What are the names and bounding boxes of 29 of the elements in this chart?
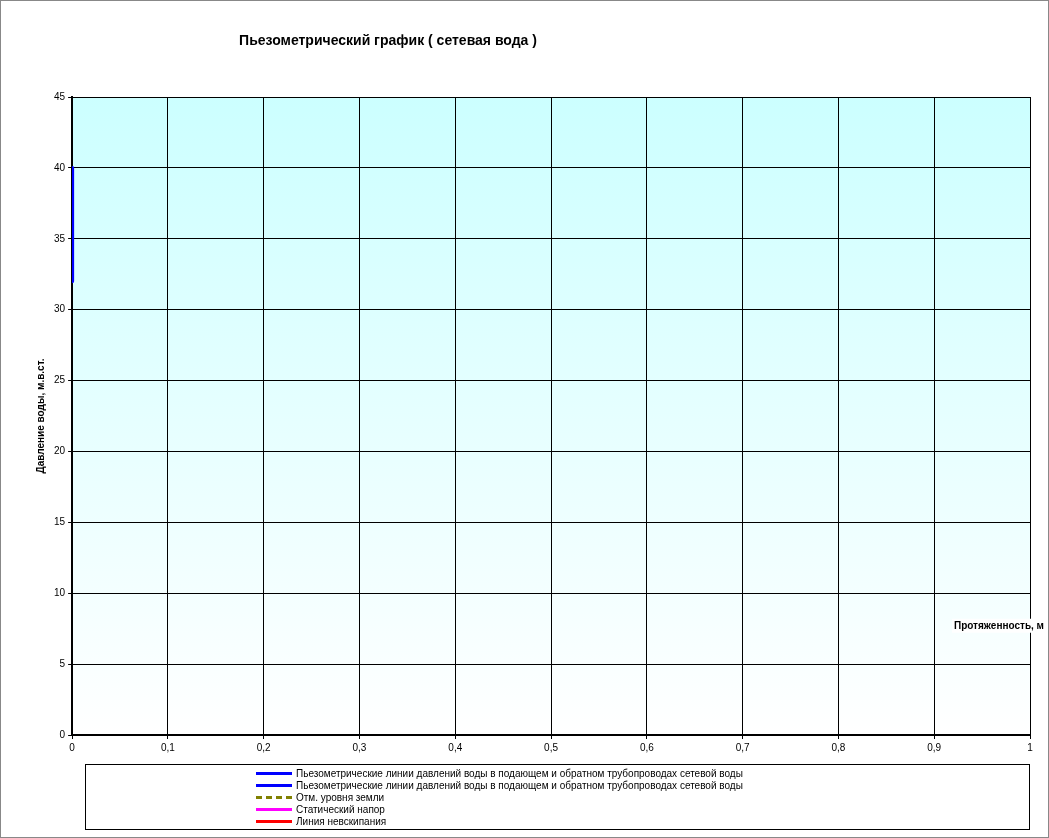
y-tick-label: 20 <box>54 445 66 457</box>
x-tick-label: 0,5 <box>544 741 559 753</box>
y-axis-title: Давление воды, м.в.ст. <box>34 358 46 474</box>
x-tick-label: 1 <box>1027 741 1034 753</box>
x-tick-label: 0,6 <box>639 741 655 753</box>
y-tick-label: 5 <box>59 657 66 669</box>
y-tick-label: 0 <box>59 728 66 740</box>
legend-label: Линия невскипания <box>296 815 387 827</box>
y-tick-label: 30 <box>54 303 66 315</box>
chart-title: Пьезометрический график ( сетевая вода ) <box>239 32 537 48</box>
x-tick-label: 0 <box>69 741 76 753</box>
y-tick-label: 10 <box>54 586 66 598</box>
x-tick-label: 0,2 <box>256 741 272 753</box>
y-tick-label: 45 <box>54 90 66 102</box>
x-tick-label: 0,8 <box>831 741 846 753</box>
legend-label: Пьезометрические линии давлений воды в подающем и обратном трубопроводах сетевой воды <box>296 767 743 779</box>
legend-label: Отм. уровня земли <box>296 791 385 803</box>
y-tick-label: 25 <box>54 374 66 386</box>
legend-label: Пьезометрические линии давлений воды в подающем и обратном трубопроводах сетевой воды <box>296 779 743 791</box>
x-tick-label: 0,4 <box>448 741 463 753</box>
y-tick-label: 15 <box>54 516 66 528</box>
legend-label: Статический напор <box>296 803 385 815</box>
x-tick-label: 0,7 <box>735 741 751 753</box>
x-tick-label: 0,3 <box>352 741 367 753</box>
y-tick-label: 40 <box>54 161 66 173</box>
y-tick-label: 35 <box>54 232 66 244</box>
x-tick-label: 0,1 <box>160 741 176 753</box>
x-tick-label: 0,9 <box>927 741 942 753</box>
x-axis-title: Протяженность, м <box>953 619 1044 631</box>
